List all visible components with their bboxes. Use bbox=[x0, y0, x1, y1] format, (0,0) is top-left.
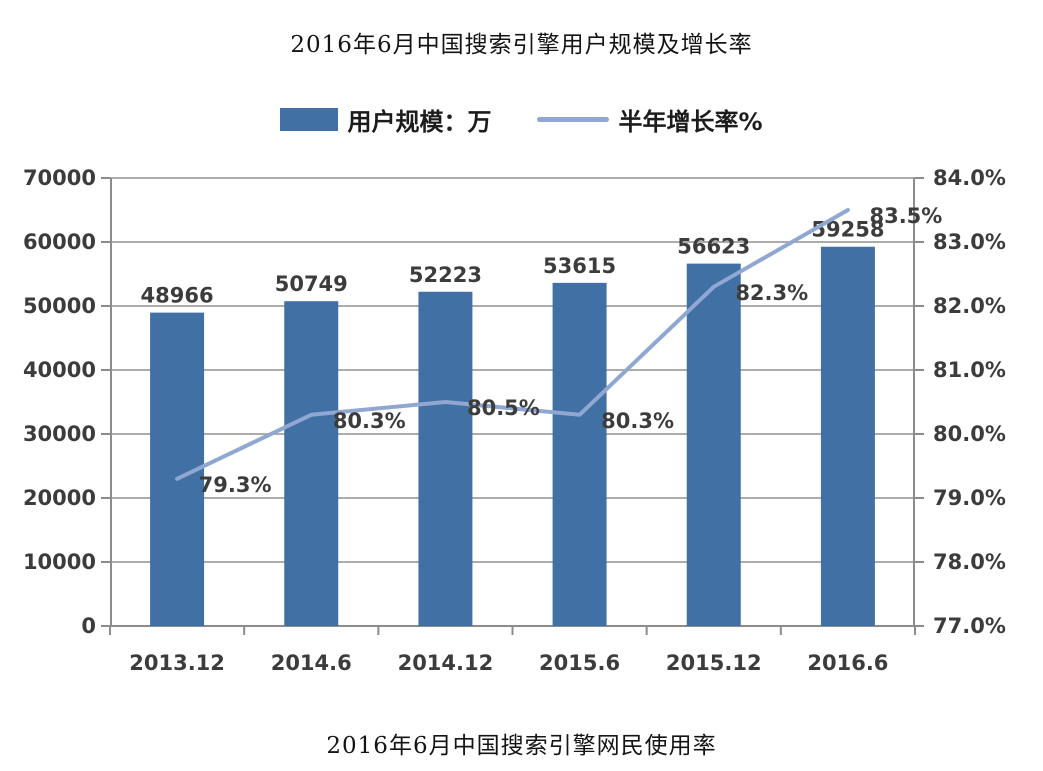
y-axis-tick-label: 0 bbox=[81, 614, 96, 638]
growth-rate-line bbox=[175, 208, 850, 481]
y-axis-tick-label: 20000 bbox=[22, 486, 96, 510]
secondary-y-axis-tick-label: 83.0% bbox=[933, 230, 1006, 254]
legend-bar-swatch-icon bbox=[280, 108, 339, 131]
y-axis-tick-label: 10000 bbox=[22, 550, 96, 574]
line-value-label: 79.3% bbox=[199, 473, 272, 497]
x-axis-tick-label: 2013.12 bbox=[129, 651, 225, 675]
bar-value-label: 50749 bbox=[275, 272, 348, 296]
secondary-y-axis-tick-label: 77.0% bbox=[933, 614, 1006, 638]
x-axis-tick-label: 2014.12 bbox=[397, 651, 494, 675]
secondary-y-axis-tick-label: 79.0% bbox=[933, 486, 1006, 510]
legend-line-label: 半年增长率% bbox=[618, 108, 763, 136]
bar-value-label: 53615 bbox=[543, 254, 616, 278]
bar-value-label: 56623 bbox=[677, 235, 750, 259]
legend-line-swatch-icon bbox=[537, 117, 610, 122]
bar bbox=[284, 301, 339, 626]
line-value-label: 80.3% bbox=[601, 409, 674, 433]
secondary-y-axis-tick-label: 81.0% bbox=[933, 358, 1006, 382]
chart-caption: 2016年6月中国搜索引擎网民使用率 bbox=[326, 733, 717, 759]
y-axis-tick-label: 40000 bbox=[22, 358, 96, 382]
line-value-label: 80.5% bbox=[467, 396, 540, 420]
x-axis-tick-label: 2015.12 bbox=[665, 651, 762, 675]
legend-item-user-scale: 用户规模：万 bbox=[280, 102, 491, 137]
line-value-label: 83.5% bbox=[869, 204, 942, 228]
y-axis-tick-label: 60000 bbox=[22, 230, 96, 254]
chart-title: 2016年6月中国搜索引擎用户规模及增长率 bbox=[290, 32, 753, 58]
bar bbox=[686, 263, 741, 626]
x-axis-tick-label: 2015.6 bbox=[539, 651, 621, 675]
secondary-y-axis-tick-label: 78.0% bbox=[933, 550, 1006, 574]
line-value-label: 80.3% bbox=[333, 409, 406, 433]
x-axis-tick-label: 2014.6 bbox=[270, 651, 352, 675]
legend-bar-label: 用户规模：万 bbox=[347, 108, 492, 136]
secondary-y-axis-tick-label: 80.0% bbox=[933, 422, 1006, 446]
bar-value-label: 48966 bbox=[141, 284, 214, 308]
bar bbox=[418, 291, 473, 626]
secondary-y-axis-tick-label: 82.0% bbox=[933, 294, 1006, 318]
legend: 用户规模：万 半年增长率% bbox=[0, 102, 1043, 137]
plot-area: 48966 50749 52223 53615566235925879.3%80.3%… bbox=[101, 177, 942, 635]
bar bbox=[552, 282, 607, 626]
y-axis-tick-label: 50000 bbox=[22, 294, 96, 318]
y-axis-tick-label: 30000 bbox=[22, 422, 96, 446]
secondary-y-axis-tick-label: 84.0% bbox=[933, 166, 1006, 190]
legend-item-growth-rate: 半年增长率% bbox=[537, 102, 763, 137]
line-value-label: 82.3% bbox=[735, 281, 808, 305]
bar-value-label: 52223 bbox=[409, 263, 482, 287]
y-axis-tick-label: 70000 bbox=[22, 166, 96, 190]
x-axis-tick-label: 2016.6 bbox=[807, 651, 889, 675]
bar bbox=[820, 246, 875, 626]
